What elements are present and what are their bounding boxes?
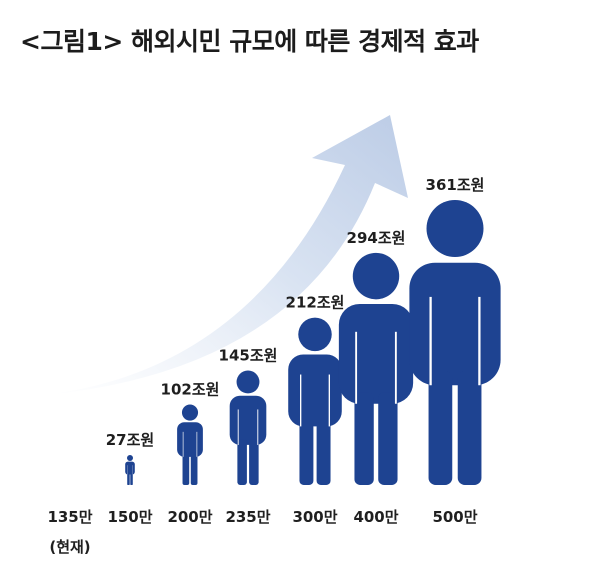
person-figure-150만 bbox=[125, 455, 135, 485]
person-arm-gap-left bbox=[429, 296, 432, 386]
person-head bbox=[352, 252, 400, 300]
person-leg-left bbox=[127, 473, 130, 485]
person-head bbox=[181, 404, 199, 421]
person-arm-gap-right bbox=[478, 296, 481, 386]
growth-arrow bbox=[45, 115, 408, 395]
chart-title: <그림1> 해외시민 규모에 따른 경제적 효과 bbox=[20, 27, 479, 56]
value-labels: 27조원 102조원 145조원 212조원 294조원 361조원 bbox=[106, 176, 485, 449]
figure-group bbox=[125, 200, 501, 485]
value-label-300만: 212조원 bbox=[286, 294, 345, 312]
person-arm-gap-right bbox=[196, 431, 198, 457]
person-leg-left bbox=[237, 439, 247, 485]
x-axis-labels: 135만 (현재) 150만 200만 235만 300만 400만 500만 bbox=[47, 508, 477, 556]
person-arm-gap-left bbox=[300, 374, 302, 427]
person-head bbox=[236, 370, 260, 394]
x-tick-label-400만: 400만 bbox=[353, 508, 398, 526]
x-tick-label-200만: 200만 bbox=[167, 508, 212, 526]
person-head bbox=[298, 317, 332, 352]
x-tick-label-300만: 300만 bbox=[292, 508, 337, 526]
person-torso bbox=[288, 354, 342, 427]
value-label-500만: 361조원 bbox=[426, 176, 485, 194]
person-leg-right bbox=[190, 452, 198, 485]
person-arm-gap-left bbox=[355, 331, 358, 404]
person-arm-gap-right bbox=[328, 374, 330, 427]
person-figure-400만 bbox=[338, 252, 414, 485]
person-leg-left bbox=[354, 392, 374, 485]
value-label-235만: 145조원 bbox=[219, 347, 278, 365]
person-torso bbox=[177, 422, 203, 457]
person-leg-right bbox=[378, 392, 398, 485]
person-leg-left bbox=[299, 418, 314, 485]
person-torso bbox=[338, 303, 414, 404]
person-head bbox=[127, 455, 133, 461]
person-leg-left bbox=[182, 452, 190, 485]
person-figure-300만 bbox=[288, 317, 342, 485]
person-arm-gap-right bbox=[394, 331, 397, 404]
person-torso bbox=[229, 395, 267, 445]
person-arm-gap-left bbox=[182, 431, 184, 457]
person-figure-200만 bbox=[177, 404, 203, 485]
person-figure-235만 bbox=[229, 370, 267, 485]
value-label-150만: 27조원 bbox=[106, 431, 154, 449]
x-tick-note: (현재) bbox=[49, 538, 90, 556]
value-label-200만: 102조원 bbox=[161, 380, 220, 398]
x-tick-label-150만: 150만 bbox=[107, 508, 152, 526]
person-head bbox=[426, 200, 484, 257]
person-leg-right bbox=[316, 418, 331, 485]
person-leg-left bbox=[428, 371, 453, 485]
person-arm-gap-left bbox=[237, 409, 239, 445]
person-figure-500만 bbox=[409, 200, 501, 485]
person-arm-gap-right bbox=[257, 409, 259, 445]
person-leg-right bbox=[249, 439, 259, 485]
person-torso bbox=[409, 262, 501, 386]
x-tick-label-235만: 235만 bbox=[225, 508, 270, 526]
person-leg-right bbox=[457, 371, 482, 485]
person-torso bbox=[125, 461, 135, 475]
person-leg-right bbox=[130, 473, 133, 485]
value-label-400만: 294조원 bbox=[347, 229, 406, 247]
x-tick-label-135만: 135만 bbox=[47, 508, 92, 526]
x-tick-label-500만: 500만 bbox=[432, 508, 477, 526]
